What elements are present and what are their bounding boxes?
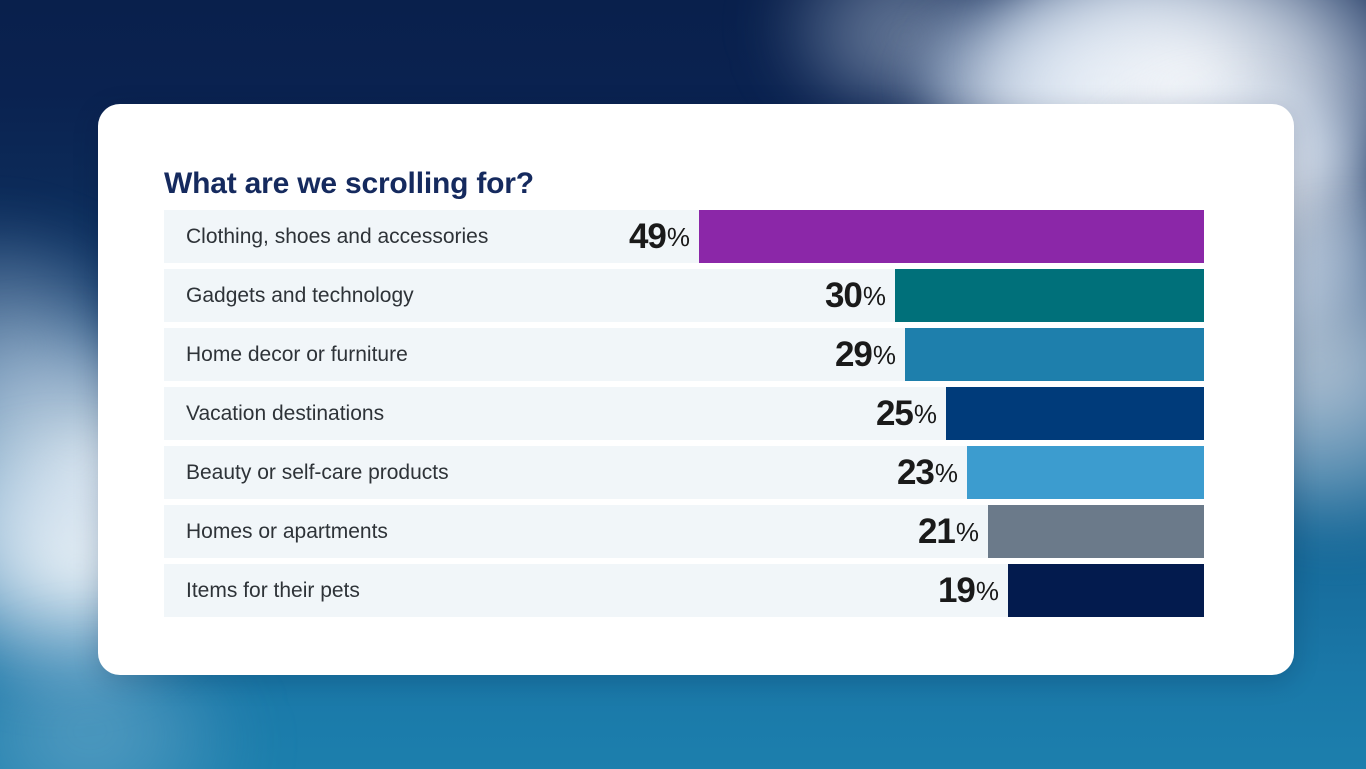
bar-segment [946, 387, 1204, 440]
bar-row-value: 21% [918, 505, 988, 558]
bar-value-percent-sign: % [862, 280, 886, 311]
bar-chart-row: Beauty or self-care products 23% [164, 446, 1204, 499]
bar-value-percent-sign: % [872, 339, 896, 370]
bar-value-percent-sign: % [955, 516, 979, 547]
bar-chart-row: Vacation destinations 25% [164, 387, 1204, 440]
bar-row-value: 30% [825, 269, 895, 322]
bar-value-number: 49 [628, 217, 667, 256]
bar-value-number: 30 [824, 276, 863, 315]
bar-value-number: 21 [917, 512, 956, 551]
bar-value-number: 19 [937, 571, 976, 610]
bar-chart-row: Home decor or furniture 29% [164, 328, 1204, 381]
bar-chart-row: Homes or apartments 21% [164, 505, 1204, 558]
bar-value-percent-sign: % [666, 221, 690, 252]
bar-row-label: Clothing, shoes and accessories [186, 224, 489, 248]
bar-chart-row: Items for their pets 19% [164, 564, 1204, 617]
bar-row-value: 19% [938, 564, 1008, 617]
bar-row-label: Homes or apartments [186, 519, 388, 543]
bar-chart-row: Clothing, shoes and accessories 49% [164, 210, 1204, 263]
bar-row-label: Beauty or self-care products [186, 460, 449, 484]
bar-row-value: 29% [835, 328, 905, 381]
bar-row-label: Vacation destinations [186, 401, 385, 425]
bar-segment [699, 210, 1204, 263]
bar-value-percent-sign: % [913, 398, 937, 429]
bar-value-percent-sign: % [934, 457, 958, 488]
bar-row-value: 23% [897, 446, 967, 499]
bar-chart-row: Gadgets and technology 30% [164, 269, 1204, 322]
bar-segment [905, 328, 1204, 381]
bar-chart-rows: Clothing, shoes and accessories 49% Gadget… [164, 210, 1204, 617]
bar-segment [988, 505, 1204, 558]
bar-value-number: 23 [896, 453, 935, 492]
bar-row-label: Home decor or furniture [186, 342, 408, 366]
bar-segment [967, 446, 1204, 499]
bar-row-value: 49% [629, 210, 699, 263]
bar-segment [895, 269, 1204, 322]
bar-segment [1008, 564, 1204, 617]
bar-row-label: Items for their pets [186, 578, 360, 602]
bar-row-value: 25% [876, 387, 946, 440]
bar-value-percent-sign: % [975, 575, 999, 606]
bar-value-number: 29 [834, 335, 873, 374]
chart-card: What are we scrolling for? Clothing, sho… [98, 104, 1294, 675]
chart-title: What are we scrolling for? [164, 167, 534, 200]
bar-value-number: 25 [875, 394, 914, 433]
bar-row-label: Gadgets and technology [186, 283, 414, 307]
